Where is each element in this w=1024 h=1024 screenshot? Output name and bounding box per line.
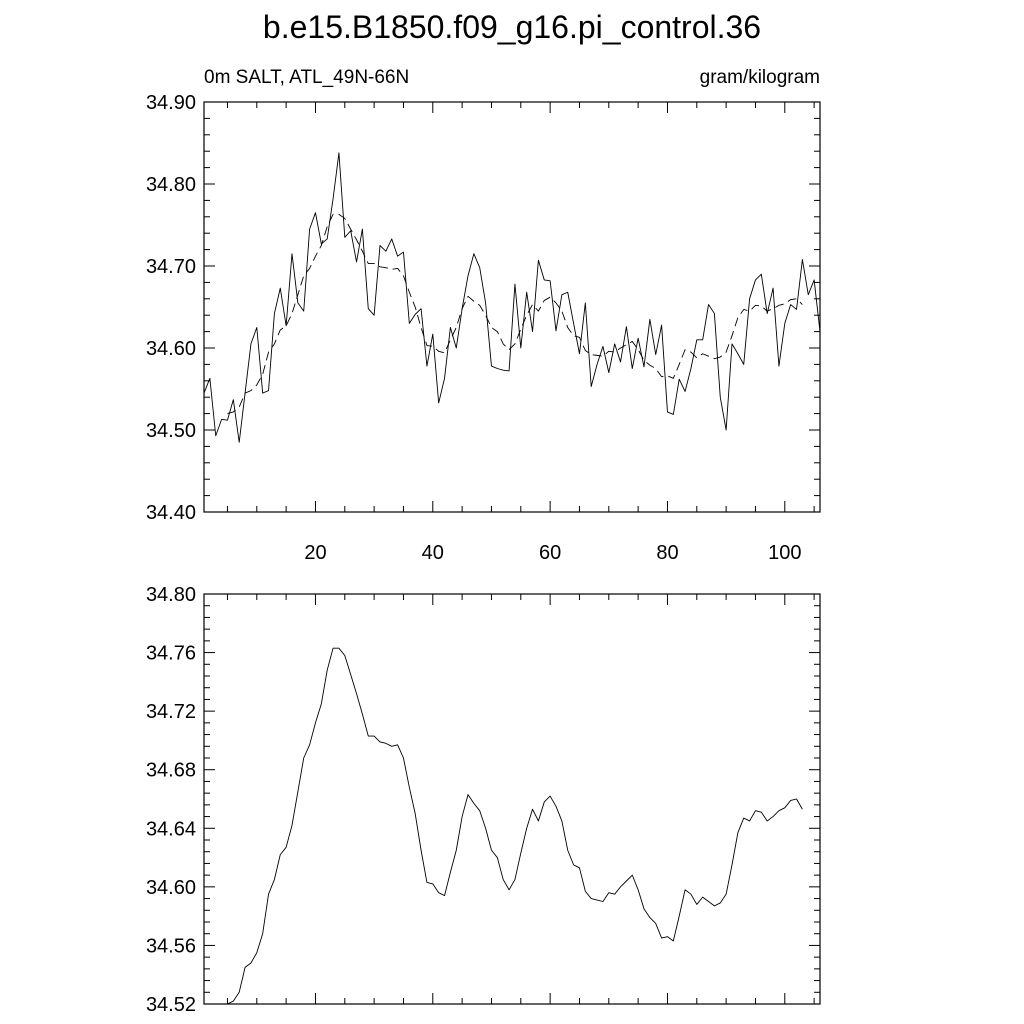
top-panel-y-tick-label: 34.40	[146, 502, 196, 524]
bottom-panel-frame	[203, 593, 821, 1005]
top-panel-x-tick-label: 20	[304, 542, 326, 564]
bottom-panel-y-tick-label: 34.60	[146, 877, 196, 899]
bottom-panel-series-line-solid	[227, 647, 803, 1004]
page-title: b.e15.B1850.f09_g16.pi_control.36	[263, 9, 761, 45]
top-panel-series-line-dashed	[227, 213, 803, 415]
bottom-panel-y-tick-label: 34.68	[146, 760, 196, 782]
top-panel-frame	[203, 101, 821, 513]
top-panel-y-tick-label: 34.80	[146, 174, 196, 196]
bottom-panel-y-tick-label: 34.52	[146, 994, 196, 1016]
bottom-panel-y-tick-label: 34.72	[146, 701, 196, 723]
top-panel-x-tick-label: 100	[768, 542, 801, 564]
bottom-panel-y-tick-label: 34.76	[146, 643, 196, 665]
top-panel-y-tick-label: 34.70	[146, 256, 196, 278]
top-panel-y-tick-label: 34.90	[146, 92, 196, 114]
top-panel: 34.40 34.50 34.60 34.70 34.80 34.90 20 40 60 80 10…	[146, 92, 821, 564]
top-panel-x-tick-label: 40	[422, 542, 444, 564]
bottom-panel-y-tick-label: 34.56	[146, 935, 196, 957]
bottom-panel-y-tick-label: 34.64	[146, 818, 196, 840]
top-panel-x-tick-label: 60	[539, 542, 561, 564]
top-panel-y-tick-label: 34.50	[146, 420, 196, 442]
bottom-panel: 34.52 34.56 34.60 34.64 34.68 34.72 34.76 34.80	[146, 584, 821, 1016]
top-panel-left-label: 0m SALT, ATL_49N-66N	[204, 67, 409, 88]
bottom-panel-y-tick-label: 34.80	[146, 584, 196, 606]
top-panel-series-line-solid	[204, 152, 820, 443]
top-panel-y-tick-label: 34.60	[146, 338, 196, 360]
top-panel-right-label: gram/kilogram	[700, 67, 820, 88]
top-panel-x-tick-label: 80	[656, 542, 678, 564]
